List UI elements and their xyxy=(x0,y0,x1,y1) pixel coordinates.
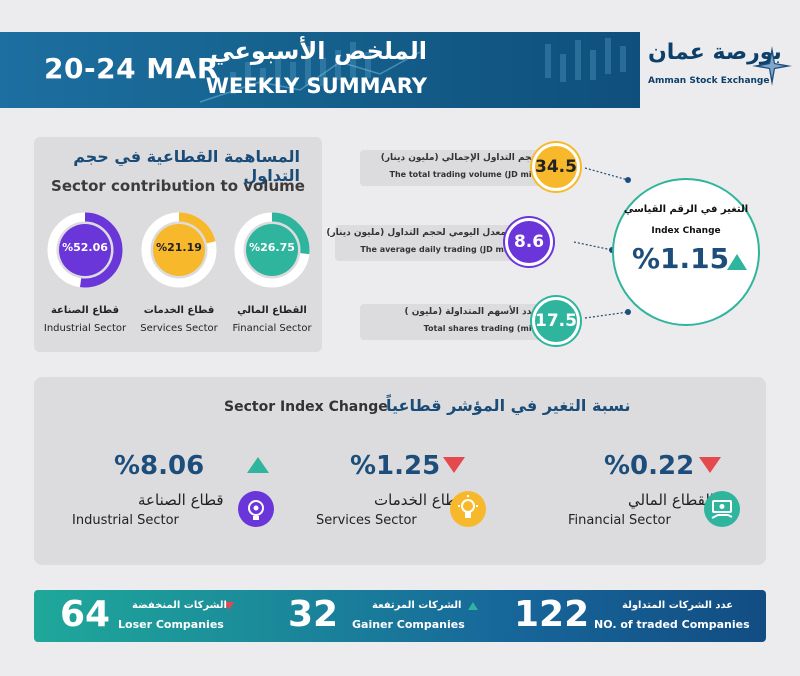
logo-arabic: بورصة عمان xyxy=(648,40,782,65)
triangle-down-icon xyxy=(443,457,465,473)
sector-label-arabic: قطاع الصناعة xyxy=(138,491,224,509)
triangle-up-icon xyxy=(468,602,478,610)
loser-count: 64 xyxy=(60,594,111,635)
sector-financial: %0.22 القطاع المالي Financial Sector xyxy=(554,447,774,547)
title-english: WEEKLY SUMMARY xyxy=(205,74,427,98)
donut-arc xyxy=(234,212,310,288)
donut-label-english: Industrial Sector xyxy=(43,323,127,334)
stat-label-english: Total shares trading (mil) xyxy=(423,324,538,333)
donut-value: %52.06 xyxy=(62,241,108,254)
money-hand-icon xyxy=(704,491,740,527)
stat-label-arabic: عدد الأسهم المتداولة (مليون ) xyxy=(404,307,539,317)
header: 20-24 MAR الملخص الأسبوعي WEEKLY SUMMARY… xyxy=(0,32,800,108)
sector-change-value: %0.22 xyxy=(604,451,695,481)
sector-label-english: Financial Sector xyxy=(568,513,671,528)
contribution-title-arabic: المساهمة القطاعية في حجم التداول xyxy=(73,147,300,185)
sector-change-value: %1.25 xyxy=(350,451,441,481)
candlestick-background xyxy=(199,38,626,103)
logo-english: Amman Stock Exchange xyxy=(648,76,770,86)
donut-label-arabic: قطاع الصناعة xyxy=(50,305,120,316)
stat-label-english: The total trading volume (JD mil) xyxy=(389,170,538,179)
date-range: 20-24 MAR xyxy=(44,52,219,85)
donut-financial: %26.75 xyxy=(233,211,311,289)
stat-daily-average-value: 8.6 xyxy=(505,218,553,266)
gear-bulb-icon xyxy=(238,491,274,527)
donut-label-arabic: قطاع الخدمات xyxy=(143,305,215,316)
header-band: 20-24 MAR الملخص الأسبوعي WEEKLY SUMMARY xyxy=(0,32,640,108)
stat-label-english: The average daily trading (JD mil) xyxy=(360,245,513,254)
star-compass-icon xyxy=(752,46,792,86)
stat-daily-average: المعدل اليومي لحجم التداول (مليون دينار)… xyxy=(326,225,525,261)
donut-label-arabic: القطاع المالي xyxy=(237,305,307,316)
sector-index-title-arabic: نسبة التغير في المؤشر قطاعياً xyxy=(386,396,631,415)
gainer-label-english: Gainer Companies xyxy=(352,618,465,631)
stat-label-arabic: حجم التداول الإجمالي (مليون دينار) xyxy=(380,153,538,163)
sector-industrial: %8.06 قطاع الصناعة Industrial Sector xyxy=(68,447,288,547)
traded-label-english: NO. of traded Companies xyxy=(594,618,750,631)
ase-logo: بورصة عمان Amman Stock Exchange xyxy=(648,40,798,100)
donut-value: %26.75 xyxy=(249,241,295,254)
index-change-label-arabic: التغير في الرقم القياسي xyxy=(623,204,749,215)
contribution-title-english: Sector contribution to volume xyxy=(51,177,305,195)
index-change-label-english: Index Change xyxy=(651,226,721,236)
loser-label-english: Loser Companies xyxy=(118,618,224,631)
donut-ring xyxy=(234,212,310,288)
sector-index-change-card: Sector Index Change نسبة التغير في المؤش… xyxy=(34,377,766,565)
sector-label-arabic: القطاع المالي xyxy=(628,491,714,509)
donut-value: %21.19 xyxy=(156,241,202,254)
donut-core xyxy=(246,224,298,276)
title-arabic: الملخص الأسبوعي xyxy=(210,37,427,65)
sector-contribution-card: المساهمة القطاعية في حجم التداول Sector … xyxy=(34,137,322,352)
stat-total-shares-value: 17.5 xyxy=(532,297,580,345)
donut-label-english: Financial Sector xyxy=(232,323,312,334)
donut-label-english: Services Sector xyxy=(140,323,218,334)
donut-industrial: %52.06 xyxy=(46,211,124,289)
triangle-down-icon xyxy=(224,602,234,610)
traded-label-arabic: عدد الشركات المتداولة xyxy=(622,600,734,611)
stat-total-volume: حجم التداول الإجمالي (مليون دينار) The t… xyxy=(360,150,550,186)
donut-arc xyxy=(47,212,123,288)
sector-change-value: %8.06 xyxy=(114,451,205,481)
donut-core xyxy=(153,224,205,276)
triangle-down-icon xyxy=(699,457,721,473)
index-change-circle: التغير في الرقم القياسي Index Change %1.… xyxy=(612,178,760,326)
companies-footer: 64 الشركات المنخفضة Loser Companies 32 ا… xyxy=(34,590,766,642)
donut-arc xyxy=(141,212,217,288)
donut-services: %21.19 xyxy=(140,211,218,289)
stat-label-arabic: المعدل اليومي لحجم التداول (مليون دينار) xyxy=(326,228,513,238)
gainer-label-arabic: الشركات المرتفعة xyxy=(372,600,462,611)
triangle-up-icon xyxy=(727,254,747,270)
donut-core xyxy=(59,224,111,276)
donut-ring xyxy=(141,212,217,288)
lightbulb-icon xyxy=(450,491,486,527)
gainer-count: 32 xyxy=(288,594,339,635)
sector-label-english: Services Sector xyxy=(316,513,417,528)
triangle-up-icon xyxy=(247,457,269,473)
sector-index-title-english: Sector Index Change xyxy=(224,399,388,415)
index-change-value: %1.15 xyxy=(632,242,730,275)
stat-total-shares: عدد الأسهم المتداولة (مليون ) Total shar… xyxy=(360,304,550,340)
sector-label-arabic: قطاع الخدمات xyxy=(374,491,465,509)
loser-label-arabic: الشركات المنخفضة xyxy=(132,600,227,611)
sector-label-english: Industrial Sector xyxy=(72,513,179,528)
donut-ring xyxy=(47,212,123,288)
traded-count: 122 xyxy=(514,594,590,635)
stat-total-volume-value: 34.5 xyxy=(532,143,580,191)
sector-services: %1.25 قطاع الخدمات Services Sector xyxy=(316,447,536,547)
